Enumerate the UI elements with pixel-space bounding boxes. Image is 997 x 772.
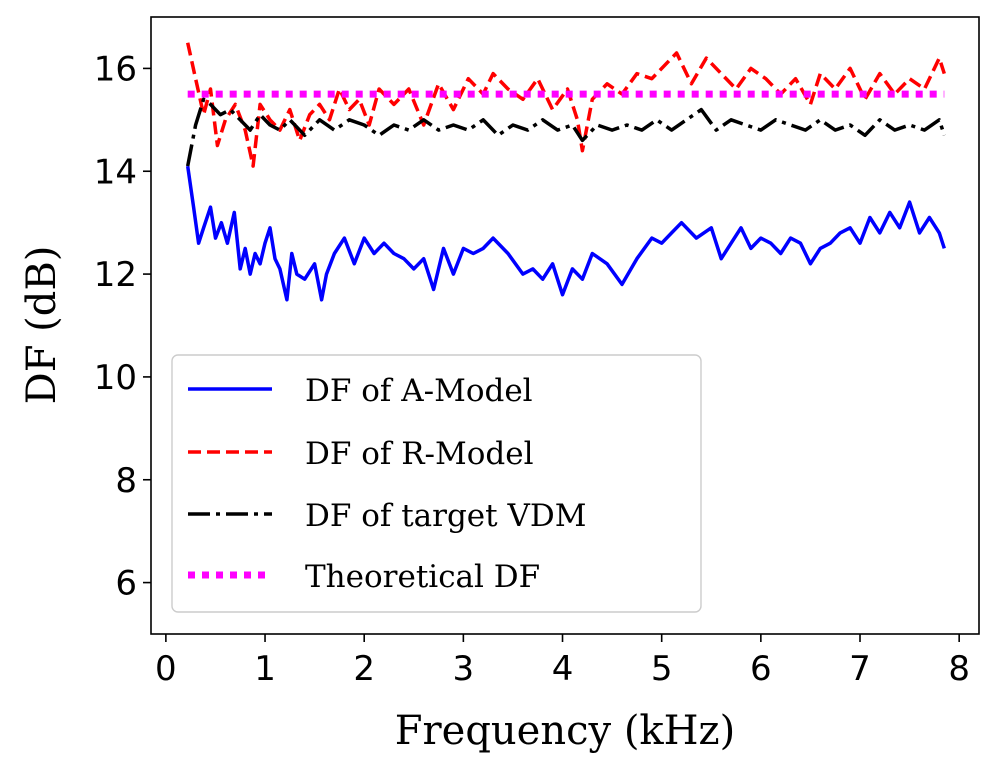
series-a-model-line: [185, 165, 946, 302]
x-tick-label: 8: [948, 649, 970, 689]
x-tick-label: 2: [353, 649, 375, 689]
legend-label-target-vdm: DF of target VDM: [305, 498, 586, 534]
x-tick-label: 4: [552, 649, 574, 689]
series-target-vdm-line: [185, 97, 946, 167]
plot-series-layer: [185, 42, 946, 302]
legend-label-r-model: DF of R-Model: [305, 436, 534, 472]
y-tick-label: 10: [94, 358, 137, 398]
x-tick-label: 6: [750, 649, 772, 689]
x-tick-label: 3: [453, 649, 475, 689]
legend-box: [171, 354, 702, 613]
x-ticks: 0 1 2 3 4 5 6 7 8: [155, 634, 970, 689]
y-axis-label: DF (dB): [19, 246, 65, 405]
plot-area-frame: [150, 16, 980, 635]
legend: DF of A-Model DF of R-Model DF of target…: [171, 354, 702, 613]
y-tick-label: 12: [94, 255, 137, 295]
y-ticks: 6 8 10 12 14 16: [94, 49, 151, 604]
y-tick-label: 8: [115, 461, 137, 501]
x-tick-label: 1: [254, 649, 276, 689]
y-tick-label: 16: [94, 49, 137, 89]
x-tick-label: 5: [651, 649, 673, 689]
x-tick-label: 0: [155, 649, 177, 689]
series-r-model-line: [185, 42, 946, 168]
y-tick-label: 6: [115, 564, 137, 604]
legend-label-a-model: DF of A-Model: [305, 373, 533, 409]
x-tick-label: 7: [849, 649, 871, 689]
x-axis-label: Frequency (kHz): [395, 708, 735, 754]
y-tick-label: 14: [94, 152, 137, 192]
legend-label-theoretical: Theoretical DF: [305, 559, 540, 595]
